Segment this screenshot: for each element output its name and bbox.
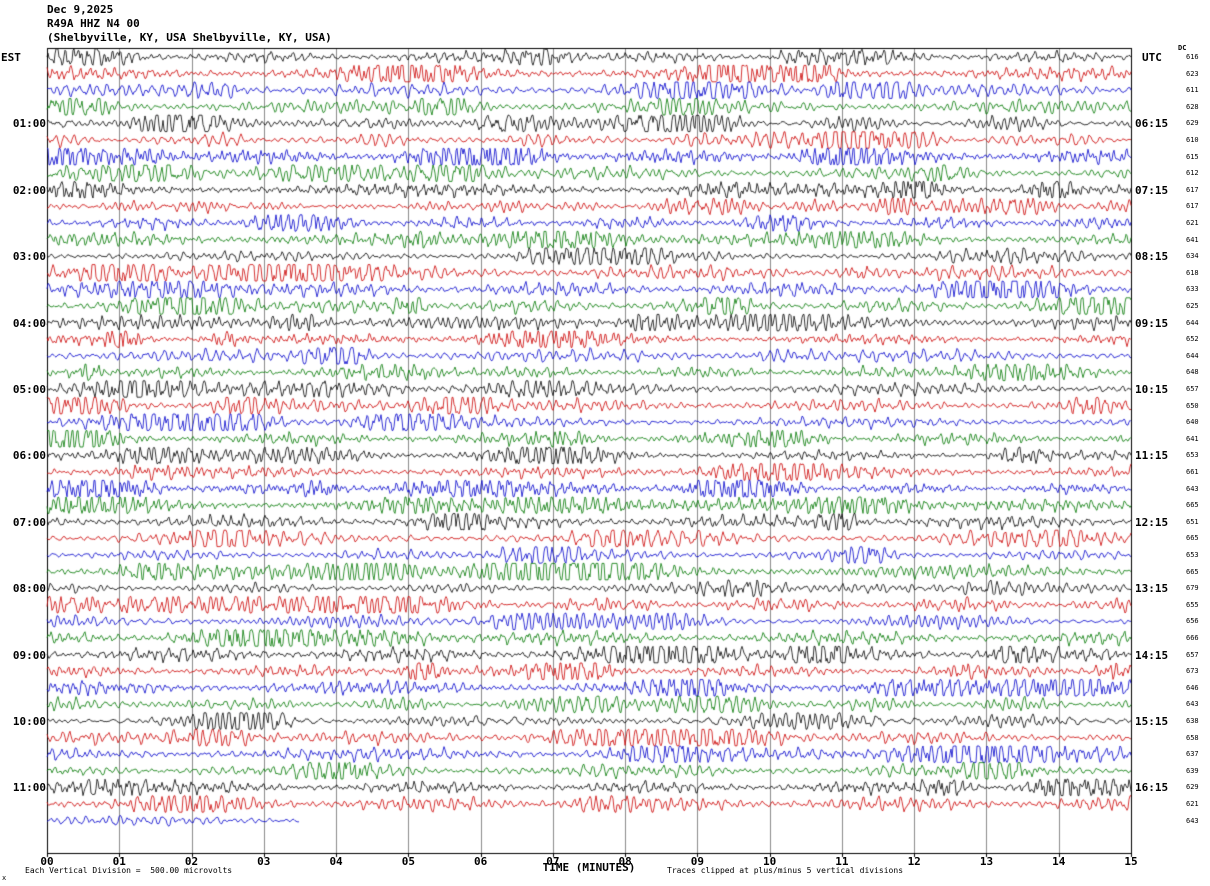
est-time-label: 11:00 bbox=[12, 781, 46, 795]
dc-offset-value: 653 bbox=[1186, 551, 1199, 559]
dc-offset-value: 679 bbox=[1186, 584, 1199, 593]
x-tick-label: 01 bbox=[112, 855, 126, 868]
utc-time-label: 09:15 bbox=[1135, 316, 1169, 330]
est-time-label: 05:00 bbox=[12, 383, 46, 396]
dc-offset-value: 665 bbox=[1186, 501, 1199, 510]
dc-offset-value: 665 bbox=[1186, 534, 1199, 543]
dc-offset-value: 629 bbox=[1186, 119, 1199, 128]
x-tick-label: 03 bbox=[257, 855, 271, 868]
dc-offset-value: 617 bbox=[1186, 202, 1199, 211]
dc-offset-value: 652 bbox=[1186, 335, 1199, 344]
dc-offset-value: 618 bbox=[1186, 268, 1199, 277]
dc-offset-value: 673 bbox=[1186, 667, 1199, 676]
x-tick-label: 10 bbox=[763, 855, 777, 868]
dc-offset-value: 643 bbox=[1186, 816, 1199, 825]
x-tick-label: 05 bbox=[401, 855, 415, 868]
utc-time-label: 06:15 bbox=[1135, 117, 1169, 131]
utc-axis-label: UTC bbox=[1142, 51, 1162, 64]
utc-time-label: 10:15 bbox=[1135, 383, 1169, 396]
utc-time-label: 14:15 bbox=[1135, 648, 1169, 662]
dc-offset-value: 643 bbox=[1186, 700, 1199, 709]
dc-offset-value: 666 bbox=[1186, 634, 1199, 642]
dc-offset-value: 641 bbox=[1186, 434, 1199, 443]
dc-offset-value: 665 bbox=[1186, 567, 1199, 576]
dc-axis-label: DC bbox=[1178, 44, 1187, 52]
dc-offset-value: 640 bbox=[1186, 418, 1199, 427]
dc-offset-value: 610 bbox=[1186, 136, 1199, 144]
dc-offset-value: 615 bbox=[1186, 152, 1199, 161]
dc-offset-value: 646 bbox=[1186, 683, 1199, 692]
utc-time-label: 08:15 bbox=[1135, 250, 1169, 264]
utc-time-label: 16:15 bbox=[1135, 781, 1169, 795]
est-time-label: 01:00 bbox=[12, 117, 46, 131]
x-tick-label: 06 bbox=[473, 855, 488, 868]
x-tick-label: 09 bbox=[690, 855, 705, 868]
dc-offset-value: 639 bbox=[1186, 766, 1199, 775]
dc-offset-value: 648 bbox=[1186, 368, 1199, 377]
scale-note: Each Vertical Division = 500.00 microvol… bbox=[25, 866, 233, 875]
dc-offset-value: 616 bbox=[1186, 53, 1199, 61]
dc-offset-value: 655 bbox=[1186, 600, 1199, 609]
utc-time-label: 12:15 bbox=[1135, 515, 1169, 529]
dc-offset-value: 644 bbox=[1186, 351, 1199, 360]
est-time-label: 07:00 bbox=[12, 515, 46, 529]
dc-offset-value: 643 bbox=[1186, 484, 1199, 493]
corner-mark: x bbox=[2, 874, 7, 882]
x-tick-label: 14 bbox=[1052, 855, 1066, 868]
dc-offset-value: 628 bbox=[1186, 102, 1199, 111]
dc-offset-value: 617 bbox=[1186, 185, 1199, 194]
est-time-label: 10:00 bbox=[12, 715, 46, 728]
dc-offset-value: 638 bbox=[1186, 717, 1199, 725]
dc-offset-value: 629 bbox=[1186, 783, 1199, 792]
dc-offset-value: 633 bbox=[1186, 285, 1199, 294]
x-tick-label: 08 bbox=[618, 855, 632, 868]
x-tick-label: 12 bbox=[907, 855, 921, 868]
x-axis-title: TIME (MINUTES) bbox=[542, 861, 636, 874]
x-tick-label: 00 bbox=[40, 855, 54, 868]
clip-note: Traces clipped at plus/minus 5 vertical … bbox=[667, 866, 904, 875]
dc-offset-value: 661 bbox=[1186, 468, 1199, 476]
utc-time-label: 11:15 bbox=[1135, 449, 1169, 463]
x-tick-label: 15 bbox=[1124, 855, 1138, 868]
dc-offset-value: 623 bbox=[1186, 69, 1199, 78]
dc-offset-value: 658 bbox=[1186, 733, 1199, 742]
est-time-label: 08:00 bbox=[12, 582, 46, 596]
utc-time-label: 13:15 bbox=[1135, 582, 1169, 596]
x-tick-label: 13 bbox=[979, 855, 994, 868]
dc-offset-value: 644 bbox=[1186, 318, 1199, 327]
dc-offset-value: 657 bbox=[1186, 650, 1199, 659]
dc-offset-value: 657 bbox=[1186, 385, 1199, 393]
est-time-label: 09:00 bbox=[12, 648, 46, 662]
header-station: R49A HHZ N4 00 bbox=[47, 17, 140, 30]
dc-offset-value: 611 bbox=[1186, 86, 1199, 95]
x-tick-label: 11 bbox=[835, 855, 849, 868]
dc-offset-value: 641 bbox=[1186, 235, 1199, 244]
dc-offset-value: 634 bbox=[1186, 252, 1199, 261]
x-tick-label: 04 bbox=[329, 855, 343, 868]
est-axis-label: EST bbox=[1, 51, 21, 64]
dc-offset-value: 621 bbox=[1186, 219, 1199, 227]
est-time-label: 02:00 bbox=[12, 183, 46, 197]
dc-offset-value: 625 bbox=[1186, 302, 1199, 310]
header-location: (Shelbyville, KY, USA Shelbyville, KY, U… bbox=[47, 31, 332, 44]
dc-offset-value: 612 bbox=[1186, 169, 1199, 178]
x-tick-label: 02 bbox=[184, 855, 199, 868]
x-tick-label: 07 bbox=[546, 855, 560, 868]
utc-time-label: 07:15 bbox=[1135, 183, 1169, 197]
dc-offset-value: 651 bbox=[1186, 517, 1199, 526]
dc-offset-value: 656 bbox=[1186, 617, 1199, 626]
header-date: Dec 9,2025 bbox=[47, 3, 114, 16]
dc-offset-value: 621 bbox=[1186, 800, 1199, 808]
est-time-label: 03:00 bbox=[12, 250, 46, 264]
est-time-label: 06:00 bbox=[12, 449, 46, 463]
dc-offset-value: 653 bbox=[1186, 451, 1199, 460]
dc-offset-value: 637 bbox=[1186, 750, 1199, 759]
utc-time-label: 15:15 bbox=[1135, 715, 1169, 728]
est-time-label: 04:00 bbox=[12, 316, 46, 330]
dc-offset-value: 650 bbox=[1186, 401, 1199, 410]
